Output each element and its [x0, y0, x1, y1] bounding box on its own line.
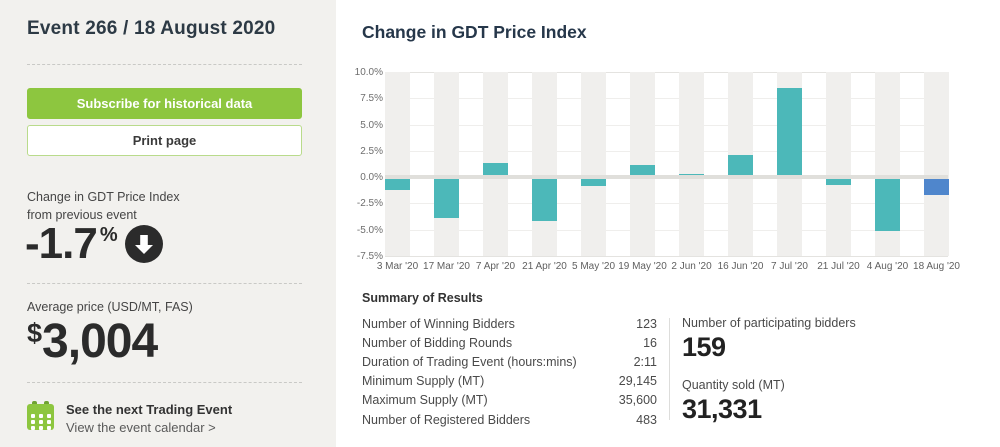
gridline [385, 98, 948, 100]
x-tick-label: 2 Jun '20 [671, 261, 712, 272]
category-band [581, 72, 606, 256]
event-calendar-link[interactable]: View the event calendar > [66, 420, 216, 435]
average-price-value-row: $ 3,004 [27, 314, 158, 369]
table-row: Maximum Supply (MT) 35,600 [362, 393, 657, 408]
x-tick-label: 4 Aug '20 [866, 261, 909, 272]
x-tick-label: 21 Apr '20 [522, 261, 567, 272]
table-row: Number of Registered Bidders 483 [362, 412, 657, 427]
change-value-row: -1.7 % [25, 218, 164, 270]
category-band [924, 72, 949, 256]
zero-baseline [385, 175, 948, 180]
chart-plot-area [385, 72, 949, 257]
x-tick-label: 18 Aug '20 [913, 261, 960, 272]
average-price-value: 3,004 [42, 315, 158, 368]
y-tick-label: 10.0% [354, 67, 383, 78]
category-band [434, 72, 459, 256]
chart-bar[interactable] [385, 179, 410, 190]
down-arrow-circle-icon [124, 225, 163, 263]
chart-bar[interactable] [532, 179, 557, 222]
main-content: Change in GDT Price Index 10.0% 7.5% 5.0% 2… [336, 0, 1000, 447]
category-band [532, 72, 557, 256]
category-band [630, 72, 655, 256]
chart-bar[interactable] [777, 87, 802, 176]
change-unit: % [99, 223, 118, 246]
chart-bar[interactable] [630, 164, 655, 176]
chart-bar[interactable] [826, 179, 851, 185]
chart-title: Change in GDT Price Index [362, 22, 587, 42]
summary-title: Summary of Results [362, 291, 483, 305]
chart-bar[interactable] [875, 179, 900, 231]
table-row: Duration of Trading Event (hours:mins) 2… [362, 354, 657, 369]
divider [27, 382, 302, 383]
vertical-divider [669, 318, 670, 420]
table-row: Number of Bidding Rounds 16 [362, 335, 657, 350]
change-index-label: Change in GDT Price Index from previous … [27, 190, 180, 222]
quantity-sold-stat: Quantity sold (MT) 31,331 [682, 378, 785, 424]
x-tick-label: 5 May '20 [571, 261, 616, 272]
gridline [385, 229, 948, 231]
next-event-title: See the next Trading Event [66, 402, 233, 417]
divider [27, 283, 302, 284]
gridline [385, 124, 948, 126]
x-tick-label: 7 Apr '20 [475, 261, 516, 272]
table-row: Minimum Supply (MT) 29,145 [362, 374, 657, 389]
x-tick-label: 19 May '20 [618, 261, 667, 272]
y-tick-label: -5.0% [356, 224, 383, 236]
average-price-label: Average price (USD/MT, FAS) [27, 300, 193, 314]
chart-bar[interactable] [924, 179, 949, 195]
x-tick-label: 16 Jun '20 [717, 261, 764, 272]
participating-bidders-stat: Number of participating bidders 159 [682, 316, 856, 362]
y-tick-label: 7.5% [360, 93, 383, 105]
divider [27, 64, 302, 65]
y-tick-label: 5.0% [360, 119, 383, 131]
gridline [385, 203, 948, 205]
change-value: -1.7 [25, 219, 98, 268]
chart-bar[interactable] [434, 179, 459, 219]
y-tick-label: -7.5% [356, 251, 383, 262]
chart-bar[interactable] [483, 162, 508, 176]
y-tick-label: 0.0% [360, 172, 383, 184]
summary-table: Number of Winning Bidders 123 Number of … [362, 314, 657, 429]
currency-symbol: $ [27, 318, 43, 348]
x-tick-label: 7 Jul '20 [771, 261, 808, 272]
category-band [826, 72, 851, 256]
sidebar: Event 266 / 18 August 2020 Subscribe for… [0, 0, 336, 447]
gdt-price-index-chart: 10.0% 7.5% 5.0% 2.5% 0.0% -2.5% -5.0% -7.5% 3 M… [336, 67, 1000, 282]
category-band [385, 72, 410, 256]
subscribe-button[interactable]: Subscribe for historical data [27, 88, 302, 119]
gridline [385, 256, 948, 257]
y-tick-label: 2.5% [360, 145, 383, 157]
next-event-block: See the next Trading Event View the even… [27, 399, 232, 435]
category-band [679, 72, 704, 256]
x-tick-label: 3 Mar '20 [376, 261, 419, 272]
event-title: Event 266 / 18 August 2020 [27, 18, 276, 39]
gridline [385, 150, 948, 152]
calendar-icon[interactable] [27, 401, 54, 430]
chart-bar[interactable] [728, 155, 753, 176]
gridline [385, 72, 948, 73]
print-page-button[interactable]: Print page [27, 125, 302, 156]
chart-bar[interactable] [679, 174, 704, 176]
y-tick-label: -2.5% [356, 198, 383, 210]
chart-bar[interactable] [581, 179, 606, 186]
x-tick-label: 17 Mar '20 [423, 261, 470, 272]
table-row: Number of Winning Bidders 123 [362, 316, 657, 331]
x-tick-label: 21 Jul '20 [817, 261, 860, 272]
